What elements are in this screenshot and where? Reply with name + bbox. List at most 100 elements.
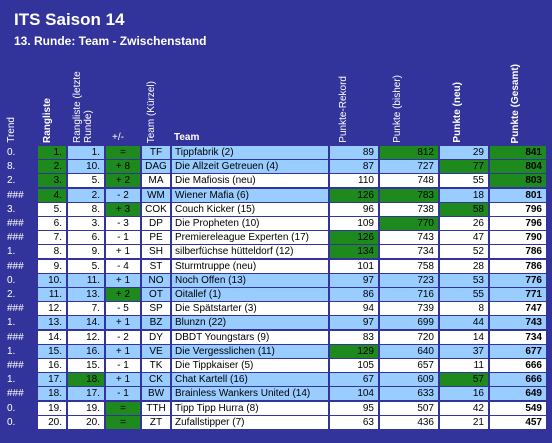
table-cell: 3.	[38, 174, 66, 188]
table-cell: 11.	[38, 288, 66, 301]
table-cell: 716	[380, 288, 438, 301]
table-cell: CK	[142, 373, 170, 387]
table-cell: silberfüchse hütteldorf (12)	[172, 245, 328, 259]
table-cell: 11	[440, 359, 488, 372]
table-cell: 666	[490, 359, 546, 372]
table-cell: 1.	[7, 317, 16, 329]
table-cell: Die Tippkaiser (5)	[172, 359, 328, 372]
table-cell: 20.	[38, 415, 66, 429]
column-header: Trend	[6, 117, 17, 143]
table-cell: TK	[142, 359, 170, 372]
table-cell: 19.	[38, 401, 66, 415]
table-cell: 21	[440, 415, 488, 429]
column-header: Rangliste (letzte Runde)	[72, 71, 94, 143]
table-cell: 87	[330, 160, 378, 174]
table-cell: 109	[330, 217, 378, 230]
table-cell: - 5	[106, 302, 140, 316]
column-header: Punkte (Gesamt)	[510, 63, 521, 143]
table-cell: + 1	[106, 273, 140, 287]
table-cell: 83	[330, 330, 378, 344]
column-header: Punkte (neu)	[452, 82, 463, 143]
table-cell: 727	[380, 160, 438, 174]
table-cell: 67	[330, 373, 378, 387]
table-cell: Zufallstipper (7)	[172, 415, 328, 429]
table-cell: 657	[380, 359, 438, 372]
table-cell: 52	[440, 245, 488, 259]
column-header: Punkte (bisher)	[392, 75, 403, 143]
table-cell: - 1	[106, 231, 140, 245]
table-cell: 743	[380, 231, 438, 245]
table-cell: MA	[142, 174, 170, 188]
table-cell: 14.	[68, 316, 104, 330]
table-cell: =	[106, 146, 140, 159]
table-cell: 20.	[68, 415, 104, 429]
table-cell: ###	[7, 189, 24, 201]
table-cell: + 1	[106, 316, 140, 330]
table-cell: 804	[490, 160, 546, 174]
table-cell: DAG	[142, 160, 170, 174]
table-cell: 15.	[38, 344, 66, 358]
table-cell: 796	[490, 217, 546, 230]
table-cell: 26	[440, 217, 488, 230]
table-cell: 10.	[68, 160, 104, 174]
table-cell: 649	[490, 387, 546, 401]
table-cell: 699	[380, 316, 438, 330]
table-cell: TF	[142, 146, 170, 159]
table-cell: 1.	[7, 374, 16, 386]
table-cell: 1.	[38, 146, 66, 159]
table-cell: 8.	[38, 245, 66, 259]
table-cell: 640	[380, 344, 438, 358]
table-cell: ###	[7, 303, 24, 315]
table-cell: 94	[330, 302, 378, 316]
table-cell: 126	[330, 188, 378, 202]
table-cell: 6.	[38, 217, 66, 230]
table-cell: + 8	[106, 160, 140, 174]
table-cell: + 2	[106, 174, 140, 188]
table-cell: DP	[142, 217, 170, 230]
table-cell: 786	[490, 259, 546, 273]
table-cell: + 1	[106, 344, 140, 358]
subtitle: 13. Runde: Team - Zwischenstand	[14, 34, 207, 48]
table-cell: ###	[7, 388, 24, 400]
table-cell: 134	[330, 245, 378, 259]
table-cell: 2.	[68, 188, 104, 202]
table-cell: 17.	[38, 373, 66, 387]
table-cell: 2.	[7, 175, 16, 187]
table-cell: ###	[7, 331, 24, 343]
table-cell: - 1	[106, 359, 140, 372]
table-cell: 8.	[68, 202, 104, 216]
table-cell: 0.	[7, 147, 16, 158]
table-cell: WM	[142, 188, 170, 202]
table-cell: 786	[490, 245, 546, 259]
table-cell: Die Mafiosis (neu)	[172, 174, 328, 188]
table-cell: 734	[380, 245, 438, 259]
table-cell: 16.	[68, 344, 104, 358]
table-cell: ###	[7, 360, 24, 371]
title: ITS Saison 14	[14, 10, 125, 29]
table-cell: 0.	[7, 402, 16, 414]
table-cell: 734	[490, 330, 546, 344]
table-cell: 55	[440, 174, 488, 188]
table-cell: 55	[440, 288, 488, 301]
table-cell: 10.	[38, 273, 66, 287]
table-cell: 609	[380, 373, 438, 387]
table-cell: COK	[142, 202, 170, 216]
table-cell: 126	[330, 231, 378, 245]
table-cell: 89	[330, 146, 378, 159]
table-cell: + 1	[106, 373, 140, 387]
table-cell: ###	[7, 218, 24, 229]
table-cell: - 2	[106, 188, 140, 202]
table-cell: Die Vergesslichen (11)	[172, 344, 328, 358]
table-cell: 3.	[7, 203, 16, 215]
table-cell: 96	[330, 202, 378, 216]
table-cell: 29	[440, 146, 488, 159]
table-cell: 18.	[68, 373, 104, 387]
table-cell: 783	[380, 188, 438, 202]
table-cell: 739	[380, 302, 438, 316]
table-cell: 507	[380, 401, 438, 415]
table-cell: Blunzn (22)	[172, 316, 328, 330]
table-cell: 42	[440, 401, 488, 415]
table-cell: 1.	[68, 146, 104, 159]
table-cell: 723	[380, 273, 438, 287]
